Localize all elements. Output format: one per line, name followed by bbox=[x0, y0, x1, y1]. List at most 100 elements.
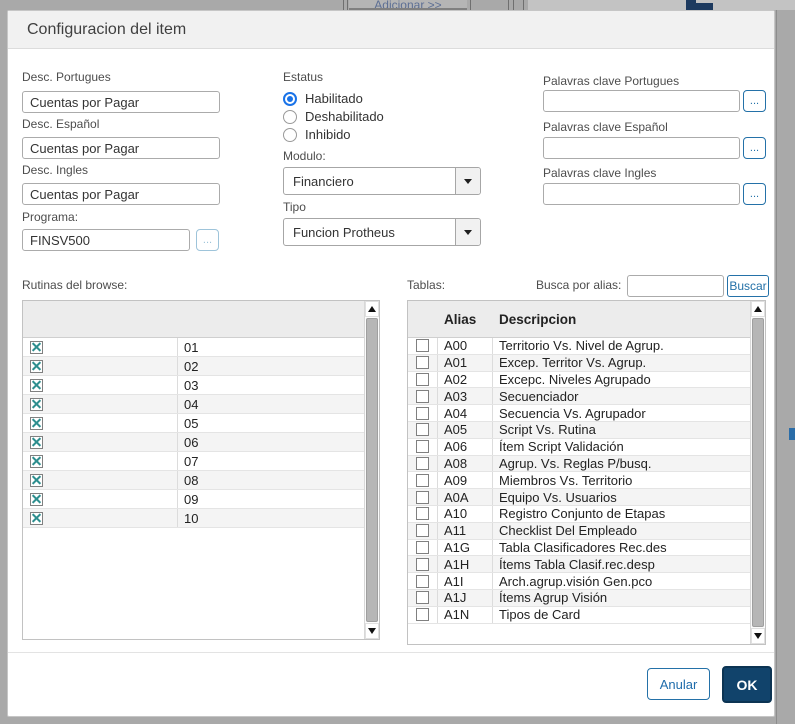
desc-portugues-input[interactable] bbox=[22, 91, 220, 113]
palavras-espanol-input[interactable] bbox=[543, 137, 740, 159]
checked-checkbox-icon[interactable] bbox=[30, 511, 43, 525]
programa-browse-button[interactable]: ... bbox=[196, 229, 219, 251]
buscar-button[interactable]: Buscar bbox=[727, 275, 769, 297]
deshabilitado-radio[interactable] bbox=[283, 109, 297, 124]
scrollbar-thumb[interactable] bbox=[366, 318, 378, 622]
background-panel bbox=[528, 0, 795, 10]
checkbox-icon[interactable] bbox=[416, 507, 429, 521]
checkbox-icon[interactable] bbox=[416, 524, 429, 538]
tabla-descripcion: Script Vs. Rutina bbox=[499, 422, 596, 438]
tipo-dropdown-button[interactable] bbox=[455, 219, 480, 245]
table-row[interactable]: 03 bbox=[23, 376, 364, 395]
table-row[interactable]: 02 bbox=[23, 357, 364, 376]
scroll-down-icon[interactable] bbox=[365, 623, 379, 639]
table-row[interactable]: A02 Excepc. Niveles Agrupado bbox=[408, 371, 750, 389]
table-row[interactable]: A08 Agrup. Vs. Reglas P/busq. bbox=[408, 455, 750, 473]
table-row[interactable]: A03 Secuenciador bbox=[408, 388, 750, 406]
busca-alias-input[interactable] bbox=[627, 275, 724, 297]
scrollbar-thumb[interactable] bbox=[752, 318, 764, 627]
desc-ingles-input[interactable] bbox=[22, 183, 220, 205]
desc-espanol-label: Desc. Español bbox=[22, 117, 100, 131]
checkbox-icon[interactable] bbox=[416, 456, 429, 470]
habilitado-radio[interactable] bbox=[283, 91, 297, 106]
table-row[interactable]: A0A Equipo Vs. Usuarios bbox=[408, 489, 750, 506]
scroll-up-icon[interactable] bbox=[751, 301, 765, 317]
checked-checkbox-icon[interactable] bbox=[30, 435, 43, 449]
checkbox-icon[interactable] bbox=[416, 591, 429, 605]
checkbox-icon[interactable] bbox=[416, 389, 429, 403]
checked-checkbox-icon[interactable] bbox=[30, 492, 43, 506]
rutina-checkbox-cell bbox=[23, 509, 178, 527]
palavras-portugues-input[interactable] bbox=[543, 90, 740, 112]
checked-checkbox-icon[interactable] bbox=[30, 340, 43, 354]
checkbox-icon[interactable] bbox=[416, 372, 429, 386]
tabla-alias: A11 bbox=[438, 522, 493, 539]
dialog-titlebar: Configuracion del item bbox=[8, 11, 774, 49]
inhibido-radio[interactable] bbox=[283, 127, 297, 142]
table-row[interactable]: A00 Territorio Vs. Nivel de Agrup. bbox=[408, 338, 750, 355]
table-row[interactable]: 06 bbox=[23, 433, 364, 452]
tipo-value: Funcion Protheus bbox=[293, 224, 395, 240]
tabla-descripcion: Checklist Del Empleado bbox=[499, 523, 638, 539]
table-row[interactable]: A05 Script Vs. Rutina bbox=[408, 421, 750, 439]
table-row[interactable]: 08 bbox=[23, 471, 364, 490]
checkbox-icon[interactable] bbox=[416, 574, 429, 588]
checked-checkbox-icon[interactable] bbox=[30, 359, 43, 373]
palavras-portugues-browse-button[interactable]: ... bbox=[743, 90, 766, 112]
checkbox-icon[interactable] bbox=[416, 356, 429, 370]
checkbox-icon[interactable] bbox=[416, 339, 429, 353]
checked-checkbox-icon[interactable] bbox=[30, 473, 43, 487]
table-row[interactable]: 07 bbox=[23, 452, 364, 471]
palavras-ingles-browse-button[interactable]: ... bbox=[743, 183, 766, 205]
adicionar-button[interactable]: Adicionar >> bbox=[349, 0, 467, 10]
table-row[interactable]: A1G Tabla Clasificadores Rec.des bbox=[408, 539, 750, 557]
desc-espanol-input[interactable] bbox=[22, 137, 220, 159]
table-row[interactable]: A1I Arch.agrup.visión Gen.pco bbox=[408, 573, 750, 590]
checkbox-icon[interactable] bbox=[416, 608, 429, 622]
table-row[interactable]: A04 Secuencia Vs. Agrupador bbox=[408, 405, 750, 422]
tablas-scrollbar[interactable] bbox=[750, 301, 765, 644]
palavras-ingles-input[interactable] bbox=[543, 183, 740, 205]
modulo-dropdown[interactable]: Financiero bbox=[283, 167, 481, 195]
checkbox-icon[interactable] bbox=[416, 473, 429, 487]
radio-row-inhibido: Inhibido bbox=[283, 127, 351, 142]
table-row[interactable]: 10 bbox=[23, 509, 364, 528]
rutina-value: 03 bbox=[184, 377, 199, 393]
programa-input[interactable] bbox=[22, 229, 190, 251]
inhibido-label: Inhibido bbox=[305, 127, 351, 142]
table-row[interactable]: A01 Excep. Territor Vs. Agrup. bbox=[408, 354, 750, 372]
checked-checkbox-icon[interactable] bbox=[30, 378, 43, 392]
checked-checkbox-icon[interactable] bbox=[30, 416, 43, 430]
tabla-alias: A03 bbox=[438, 388, 493, 405]
table-row[interactable]: A11 Checklist Del Empleado bbox=[408, 522, 750, 540]
checkbox-icon[interactable] bbox=[416, 540, 429, 554]
checkbox-icon[interactable] bbox=[416, 423, 429, 437]
table-row[interactable]: A1H Ítems Tabla Clasif.rec.desp bbox=[408, 556, 750, 574]
palavras-espanol-browse-button[interactable]: ... bbox=[743, 137, 766, 159]
table-row[interactable]: A1J Ítems Agrup Visión bbox=[408, 589, 750, 607]
table-row[interactable]: A1N Tipos de Card bbox=[408, 606, 750, 624]
ok-button[interactable]: OK bbox=[722, 666, 772, 703]
tipo-dropdown[interactable]: Funcion Protheus bbox=[283, 218, 481, 246]
table-row[interactable]: 09 bbox=[23, 490, 364, 509]
checkbox-icon[interactable] bbox=[416, 440, 429, 454]
checked-checkbox-icon[interactable] bbox=[30, 397, 43, 411]
scroll-up-icon[interactable] bbox=[365, 301, 379, 317]
table-row[interactable]: A10 Registro Conjunto de Etapas bbox=[408, 505, 750, 523]
table-row[interactable]: 01 bbox=[23, 338, 364, 357]
table-row[interactable]: 05 bbox=[23, 414, 364, 433]
table-row[interactable]: 04 bbox=[23, 395, 364, 414]
checkbox-icon[interactable] bbox=[416, 557, 429, 571]
anular-button[interactable]: Anular bbox=[647, 668, 710, 700]
checkbox-icon[interactable] bbox=[416, 406, 429, 420]
scroll-down-icon[interactable] bbox=[751, 628, 765, 644]
modulo-dropdown-button[interactable] bbox=[455, 168, 480, 194]
tabla-checkbox-cell bbox=[408, 539, 438, 556]
rutinas-scrollbar[interactable] bbox=[364, 301, 379, 639]
table-row[interactable]: A06 Ítem Script Validación bbox=[408, 438, 750, 456]
checked-checkbox-icon[interactable] bbox=[30, 454, 43, 468]
checkbox-icon[interactable] bbox=[416, 490, 429, 504]
tabla-alias: A1N bbox=[438, 606, 493, 623]
tablas-table-header: Alias Descripcion bbox=[408, 301, 750, 338]
table-row[interactable]: A09 Miembros Vs. Territorio bbox=[408, 472, 750, 490]
